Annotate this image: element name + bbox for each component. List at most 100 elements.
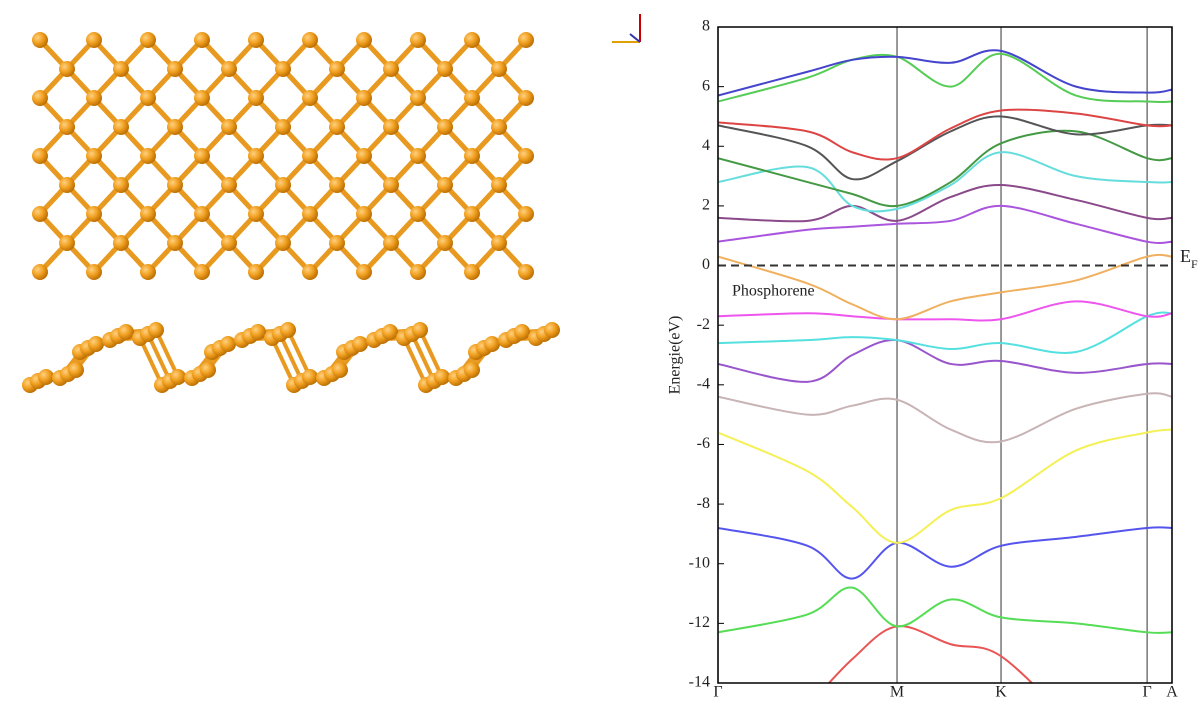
atom (200, 362, 216, 378)
atom (148, 322, 164, 338)
plot-frame (718, 27, 1172, 683)
atom (275, 177, 291, 193)
atom (59, 119, 75, 135)
atom (221, 177, 237, 193)
atom (248, 32, 264, 48)
atom (86, 90, 102, 106)
atom (383, 61, 399, 77)
atom (302, 206, 318, 222)
atom (167, 119, 183, 135)
atom (434, 369, 450, 385)
atom (86, 264, 102, 280)
atom (491, 61, 507, 77)
y-tick-label: 8 (702, 18, 710, 35)
atom (491, 177, 507, 193)
atom (113, 61, 129, 77)
band-line (718, 116, 1172, 179)
y-tick-label: -4 (697, 375, 710, 392)
atom (167, 177, 183, 193)
atom (88, 336, 104, 352)
atom (59, 61, 75, 77)
atom (329, 119, 345, 135)
atom (59, 235, 75, 251)
atom (356, 32, 372, 48)
atom (140, 264, 156, 280)
atom (437, 61, 453, 77)
atom (275, 119, 291, 135)
atom (410, 90, 426, 106)
atom (167, 235, 183, 251)
atom (329, 177, 345, 193)
crystal-structure (22, 32, 560, 393)
atom (382, 324, 398, 340)
atom (221, 61, 237, 77)
atom (170, 369, 186, 385)
atom (32, 90, 48, 106)
atom (302, 90, 318, 106)
atom (302, 369, 318, 385)
atom (167, 61, 183, 77)
atom (194, 32, 210, 48)
atom (518, 32, 534, 48)
atom (484, 336, 500, 352)
atom (332, 362, 348, 378)
atom (514, 324, 530, 340)
x-tick-label: Γ (713, 684, 722, 701)
atom (464, 148, 480, 164)
band-line (718, 131, 1172, 206)
atom (140, 90, 156, 106)
band-line (718, 185, 1172, 221)
atom (118, 324, 134, 340)
atom (352, 336, 368, 352)
atom (329, 235, 345, 251)
atom (464, 32, 480, 48)
atom (113, 235, 129, 251)
atom (356, 148, 372, 164)
atom (437, 177, 453, 193)
atom (68, 362, 84, 378)
band-line (718, 340, 1172, 382)
band-line (718, 393, 1172, 442)
atom (544, 322, 560, 338)
atom (302, 264, 318, 280)
fermi-label-main: E (1180, 246, 1191, 266)
y-tick-label: -12 (689, 614, 710, 631)
atom (356, 264, 372, 280)
figure: Energie(eV) Phosphorene EF -14-12-10-8-6… (0, 0, 1204, 702)
atom (38, 369, 54, 385)
atom (464, 206, 480, 222)
band-line (718, 301, 1172, 320)
atom (412, 322, 428, 338)
y-tick-label: 0 (702, 256, 710, 273)
atom (464, 90, 480, 106)
atom (383, 235, 399, 251)
atom (59, 177, 75, 193)
atom (491, 235, 507, 251)
band-line (718, 587, 1172, 633)
atom (32, 206, 48, 222)
atom (302, 32, 318, 48)
atom (410, 206, 426, 222)
band-line (808, 626, 1077, 702)
atom (464, 362, 480, 378)
band-line (718, 50, 1172, 95)
y-tick-label: -2 (697, 316, 710, 333)
atom (383, 177, 399, 193)
bands (718, 50, 1172, 702)
atom (518, 148, 534, 164)
atom (32, 264, 48, 280)
atom (383, 119, 399, 135)
atom (437, 119, 453, 135)
atom (280, 322, 296, 338)
y-axis-label: Energie(eV) (667, 316, 684, 395)
x-tick-label: M (890, 684, 904, 701)
fermi-label-sub: F (1191, 257, 1198, 271)
atom (194, 264, 210, 280)
atom (86, 206, 102, 222)
x-tick-label: K (995, 684, 1007, 701)
atom (194, 148, 210, 164)
atom (491, 119, 507, 135)
atom (194, 206, 210, 222)
atom (248, 206, 264, 222)
atom (410, 148, 426, 164)
